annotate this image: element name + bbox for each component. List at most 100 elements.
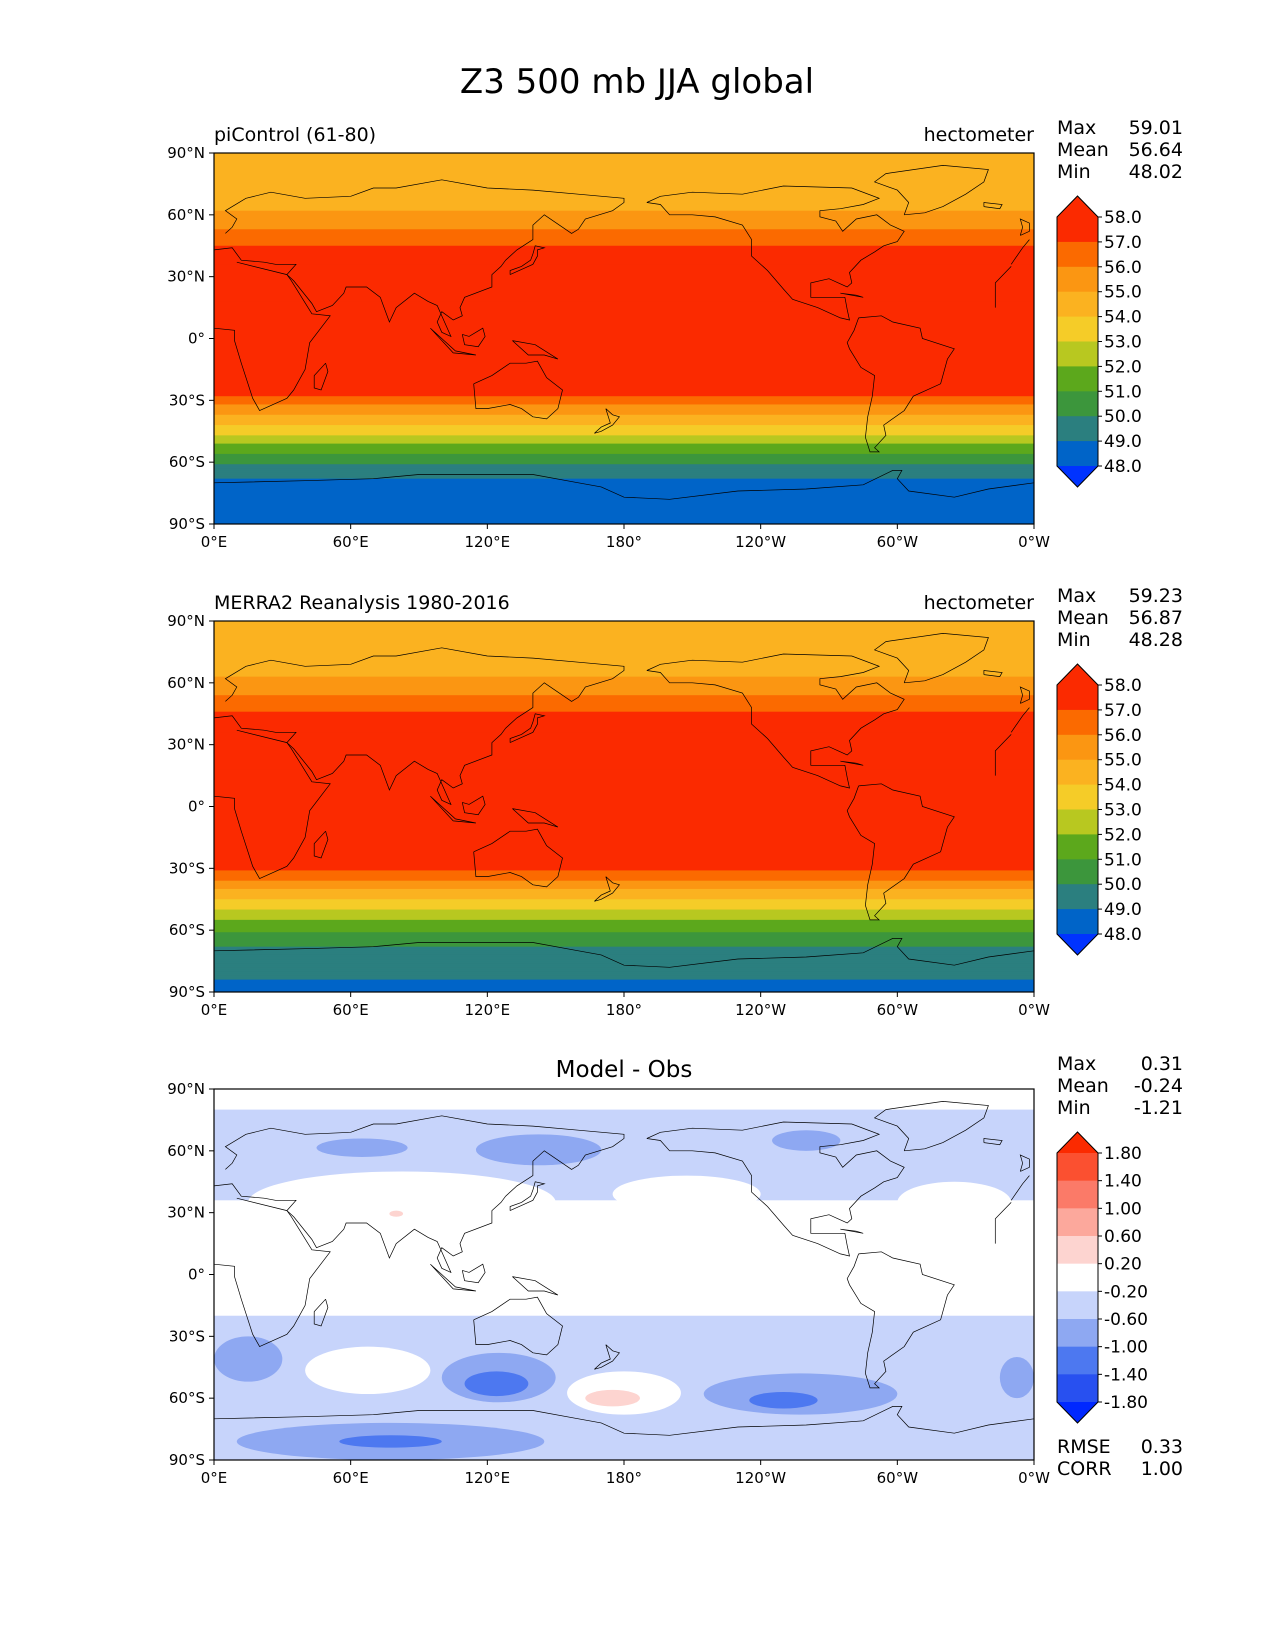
contour-band bbox=[214, 361, 1034, 364]
contour-band bbox=[214, 410, 1034, 414]
contour-band bbox=[214, 963, 1034, 966]
contour-band bbox=[214, 686, 1034, 690]
contour-band bbox=[214, 769, 1034, 773]
contour-band bbox=[214, 324, 1034, 327]
colorbar-label: 48.0 bbox=[1104, 925, 1142, 945]
contour-band bbox=[214, 954, 1034, 958]
contour-band bbox=[214, 359, 1034, 362]
colorbar-label: 57.0 bbox=[1104, 233, 1142, 253]
coastline bbox=[646, 185, 905, 321]
contour-band bbox=[214, 241, 1034, 245]
contour-band bbox=[214, 286, 1034, 290]
colorbar-segment bbox=[1057, 1208, 1098, 1237]
contour-band bbox=[214, 919, 1034, 923]
contour-band bbox=[214, 841, 1034, 845]
contour-band bbox=[214, 901, 1034, 904]
contour-band bbox=[214, 161, 1034, 164]
colorbar-segment bbox=[1057, 391, 1098, 417]
contour-band bbox=[214, 717, 1034, 721]
colorbar-label: 56.0 bbox=[1104, 726, 1142, 746]
contour-band bbox=[214, 379, 1034, 383]
contour-band bbox=[214, 985, 1034, 989]
colorbar-label: 52.0 bbox=[1104, 357, 1142, 377]
panel-units: hectometer bbox=[924, 124, 1035, 146]
contour-band bbox=[214, 827, 1034, 830]
contour-band bbox=[214, 303, 1034, 307]
contour-band bbox=[214, 979, 1034, 983]
coastlines bbox=[214, 633, 1034, 968]
contour-band bbox=[214, 897, 1034, 900]
contour-band bbox=[214, 299, 1034, 302]
contour-band bbox=[214, 775, 1034, 779]
coastline bbox=[473, 360, 563, 420]
colorbar-segment bbox=[1057, 217, 1098, 243]
coastline bbox=[461, 795, 486, 816]
contour-band bbox=[214, 266, 1034, 270]
contour-band bbox=[214, 443, 1034, 447]
contour-band bbox=[214, 975, 1034, 979]
lon-tick-label: 0°W bbox=[1018, 1469, 1050, 1487]
contour-band bbox=[214, 272, 1034, 276]
contour-band bbox=[214, 497, 1034, 500]
contour-band bbox=[214, 478, 1034, 482]
contour-band bbox=[214, 262, 1034, 265]
contour-band bbox=[214, 305, 1034, 309]
lat-tick-label: 30°S bbox=[169, 859, 205, 877]
contour-band bbox=[214, 354, 1034, 358]
contour-band bbox=[214, 771, 1034, 775]
contour-band bbox=[214, 948, 1034, 952]
coastline bbox=[1019, 218, 1030, 236]
contour-band bbox=[214, 633, 1034, 637]
coastline bbox=[214, 647, 1030, 806]
contour-band bbox=[214, 783, 1034, 787]
lon-tick-label: 120°E bbox=[465, 1001, 511, 1019]
colorbar-under-extend bbox=[1057, 466, 1098, 487]
colorbar-label: 0.60 bbox=[1104, 1227, 1142, 1247]
contour-band bbox=[214, 352, 1034, 356]
contour-band bbox=[214, 641, 1034, 645]
colorbar-label: -1.40 bbox=[1104, 1365, 1148, 1385]
colorbar-segment bbox=[1057, 859, 1098, 885]
coastline bbox=[512, 808, 559, 828]
contour-band bbox=[214, 903, 1034, 907]
contour-band bbox=[214, 905, 1034, 909]
contour-band bbox=[214, 946, 1034, 950]
colorbar-segment bbox=[1057, 441, 1098, 467]
contour-band bbox=[214, 643, 1034, 647]
lat-tick-label: 30°S bbox=[169, 391, 205, 409]
contour-region bbox=[612, 1175, 761, 1213]
contour-band bbox=[214, 486, 1034, 490]
contour-band bbox=[214, 437, 1034, 441]
coastline bbox=[1019, 1154, 1030, 1172]
contour-region bbox=[316, 1138, 408, 1158]
colorbar-segment bbox=[1057, 884, 1098, 910]
contour-band bbox=[214, 744, 1034, 748]
colorbar-label: 51.0 bbox=[1104, 850, 1142, 870]
contour-band bbox=[214, 715, 1034, 719]
contour-band bbox=[214, 707, 1034, 711]
contour-band bbox=[214, 765, 1034, 768]
contour-band bbox=[214, 689, 1034, 692]
contour-band bbox=[214, 911, 1034, 915]
contour-band bbox=[214, 208, 1034, 212]
contour-band bbox=[214, 944, 1034, 948]
coastline bbox=[461, 327, 486, 348]
contour-band bbox=[214, 639, 1034, 643]
figure-title: Z3 500 mb JJA global bbox=[460, 62, 814, 102]
contour-band bbox=[214, 653, 1034, 657]
contour-band bbox=[214, 221, 1034, 224]
contour-band bbox=[214, 656, 1034, 659]
contour-band bbox=[214, 270, 1034, 274]
colorbar-label: 50.0 bbox=[1104, 407, 1142, 427]
stat-value: -0.24 bbox=[1134, 1075, 1183, 1097]
contour-band bbox=[214, 501, 1034, 504]
contour-band bbox=[214, 660, 1034, 663]
contour-band bbox=[214, 851, 1034, 855]
lon-tick-label: 60°W bbox=[877, 533, 919, 551]
colorbar: 1.80 1.40 1.00 0.60 0.20 -0.20 -0.60 -1.00 -1.40… bbox=[1056, 1131, 1148, 1424]
contour-band bbox=[214, 338, 1034, 342]
contour-band bbox=[214, 177, 1034, 181]
lat-tick-label: 30°N bbox=[167, 268, 205, 286]
contour-region bbox=[389, 1210, 404, 1217]
colorbar-label: 53.0 bbox=[1104, 333, 1142, 353]
